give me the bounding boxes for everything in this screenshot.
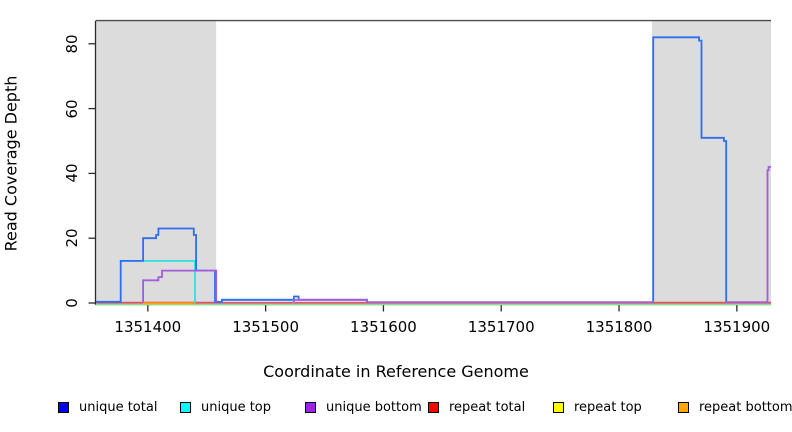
legend-swatch-icon: [428, 401, 439, 413]
y-axis-title: Read Coverage Depth: [1, 75, 21, 252]
x-tick-label: 1351800: [585, 318, 653, 336]
x-tick-label: 1351600: [350, 318, 417, 336]
y-tick-label: 80: [63, 34, 81, 54]
legend-swatch-icon: [305, 401, 316, 413]
y-tick-label: 40: [63, 163, 81, 183]
series-line-unique-top: [120, 259, 196, 303]
series-line-unique-bottom: [726, 165, 771, 304]
y-tick-label: 0: [63, 298, 81, 308]
legend-item-repeat-bottom: repeat bottom: [678, 398, 792, 416]
y-tick-label: 20: [63, 228, 81, 248]
legend-label: repeat top: [574, 399, 642, 415]
y-tick-label: 60: [63, 99, 81, 119]
x-tick-label: 1351500: [232, 318, 300, 336]
legend-label: unique top: [201, 399, 272, 415]
legend-swatch-icon: [58, 401, 69, 413]
legend-item-unique-bottom: unique bottom: [305, 398, 422, 416]
series-line-unique-bottom: [142, 269, 218, 303]
series-line-unique-bottom: [292, 298, 654, 304]
legend-swatch-icon: [180, 401, 191, 413]
x-axis-title: Coordinate in Reference Genome: [263, 362, 529, 381]
legend-item-repeat-top: repeat top: [553, 398, 642, 416]
legend-label: repeat total: [449, 399, 526, 415]
legend-swatch-icon: [553, 401, 564, 413]
legend-item-repeat-total: repeat total: [428, 398, 525, 416]
legend-swatch-icon: [678, 401, 689, 413]
x-tick-label: 1351900: [703, 318, 771, 336]
legend-item-unique-top: unique top: [180, 398, 271, 416]
highlight-region: [652, 21, 771, 305]
x-tick-label: 1351400: [114, 318, 182, 336]
x-tick-label: 1351700: [467, 318, 535, 336]
legend-label: unique bottom: [326, 399, 422, 415]
legend-item-unique-total: unique total: [58, 398, 157, 416]
series-line-unique-total: [96, 227, 368, 303]
series-line-unique-total: [652, 36, 728, 302]
legend: unique total unique top unique bottom repea…: [0, 398, 792, 420]
legend-label: repeat bottom: [699, 399, 792, 415]
legend-label: unique total: [79, 399, 158, 415]
highlight-region: [96, 21, 217, 305]
